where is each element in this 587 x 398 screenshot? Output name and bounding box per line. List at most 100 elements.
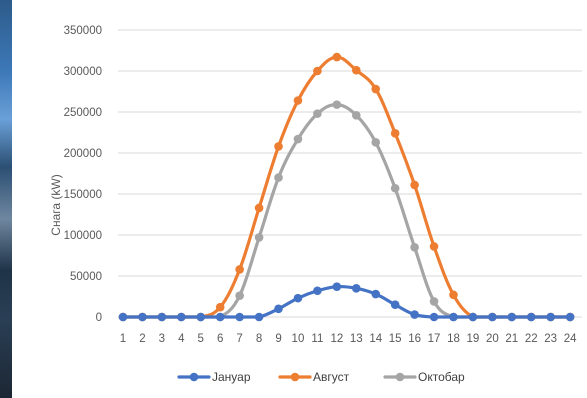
data-point: [254, 203, 264, 213]
data-point: [274, 142, 283, 151]
data-point: [254, 312, 264, 322]
data-point: [546, 312, 555, 322]
legend-item: Јануар: [177, 370, 251, 384]
data-point: [449, 290, 458, 300]
data-point: [429, 297, 439, 306]
background-window-strip: [0, 0, 12, 398]
y-tick-label: 0: [96, 312, 102, 324]
data-point: [449, 312, 458, 322]
y-tick-label: 350000: [64, 25, 102, 37]
data-point: [313, 286, 322, 296]
series-layer: [118, 52, 575, 322]
series-line: [121, 103, 572, 319]
x-tick-label: 1: [120, 333, 126, 345]
data-point: [565, 312, 575, 322]
data-point: [390, 183, 400, 193]
data-point: [235, 265, 244, 274]
data-point: [274, 173, 283, 182]
data-point: [215, 312, 225, 322]
y-tick-label: 150000: [64, 189, 102, 201]
x-tick-label: 10: [292, 333, 305, 345]
data-point: [118, 312, 128, 322]
y-tick-label: 200000: [64, 148, 102, 160]
x-tick-label: 2: [139, 333, 145, 345]
x-tick-label: 18: [447, 333, 460, 345]
data-point: [293, 134, 303, 144]
legend-swatch-marker: [189, 372, 199, 382]
data-point: [390, 300, 400, 310]
x-tick-label: 22: [525, 333, 538, 345]
x-tick-label: 14: [369, 333, 382, 345]
data-point: [371, 138, 381, 147]
data-point: [274, 304, 283, 314]
chart-area: 350000 300000 250000 200000 150000 100000 5000…: [12, 0, 587, 398]
data-point: [371, 289, 381, 299]
data-point: [390, 129, 400, 138]
data-point: [235, 291, 244, 300]
data-point: [332, 282, 342, 291]
x-tick-label: 23: [544, 333, 557, 345]
x-tick-label: 5: [198, 333, 204, 345]
data-point: [488, 312, 497, 322]
x-axis-tick-labels: 1 2 3 4 5 6 7 8 9 10 11 12 13 14 15 16 17 18 19 20 21 22 23 24: [120, 333, 577, 345]
data-point: [196, 312, 206, 322]
x-tick-label: 6: [217, 333, 223, 345]
data-point: [293, 293, 303, 303]
data-point: [313, 66, 322, 76]
legend-item: Октобар: [383, 370, 465, 384]
data-point: [254, 233, 264, 242]
data-point: [351, 110, 361, 120]
data-point: [235, 312, 244, 322]
x-tick-label: 3: [159, 333, 165, 345]
series-2: [118, 52, 575, 322]
x-tick-label: 17: [428, 333, 441, 345]
data-point: [177, 312, 186, 322]
x-tick-label: 7: [236, 333, 242, 345]
series-line: [121, 284, 572, 319]
data-point: [138, 312, 147, 322]
x-tick-label: 16: [408, 333, 421, 345]
y-axis-title: Снага (kW): [49, 174, 63, 235]
data-point: [157, 312, 167, 322]
x-tick-label: 19: [467, 333, 480, 345]
y-tick-label: 250000: [64, 107, 102, 119]
data-point: [410, 180, 419, 190]
legend-label: Октобар: [418, 370, 465, 384]
legend-label: Август: [313, 370, 350, 384]
x-tick-label: 24: [564, 333, 577, 345]
gridlines: [118, 29, 582, 318]
y-tick-label: 100000: [64, 230, 102, 242]
series-1: [118, 282, 575, 322]
y-tick-label: 50000: [70, 271, 102, 283]
x-tick-label: 20: [486, 333, 499, 345]
line-chart: 350000 300000 250000 200000 150000 100000 5000…: [49, 25, 582, 384]
series-line: [121, 55, 572, 319]
y-tick-label: 300000: [64, 66, 102, 78]
x-tick-label: 11: [311, 333, 323, 345]
x-tick-label: 15: [389, 333, 402, 345]
data-point: [410, 243, 419, 252]
data-point: [351, 65, 361, 75]
legend-label: Јануар: [212, 370, 251, 384]
data-point: [507, 312, 517, 322]
x-tick-label: 21: [505, 333, 518, 345]
data-point: [332, 52, 342, 62]
data-point: [410, 310, 419, 319]
legend-swatch-marker: [395, 372, 405, 382]
legend-item: Август: [278, 370, 350, 384]
data-point: [293, 96, 303, 105]
data-point: [351, 284, 361, 293]
legend: Јануар Август Октобар: [177, 370, 465, 384]
data-point: [313, 109, 322, 118]
x-tick-label: 8: [256, 333, 262, 345]
x-tick-label: 9: [275, 333, 281, 345]
x-tick-label: 4: [178, 333, 185, 345]
data-point: [215, 302, 225, 312]
data-point: [526, 312, 536, 322]
data-point: [371, 84, 381, 94]
y-axis-tick-labels: 350000 300000 250000 200000 150000 100000 5000…: [64, 25, 102, 324]
data-point: [429, 242, 439, 251]
data-point: [332, 100, 342, 109]
x-tick-label: 13: [350, 333, 363, 345]
